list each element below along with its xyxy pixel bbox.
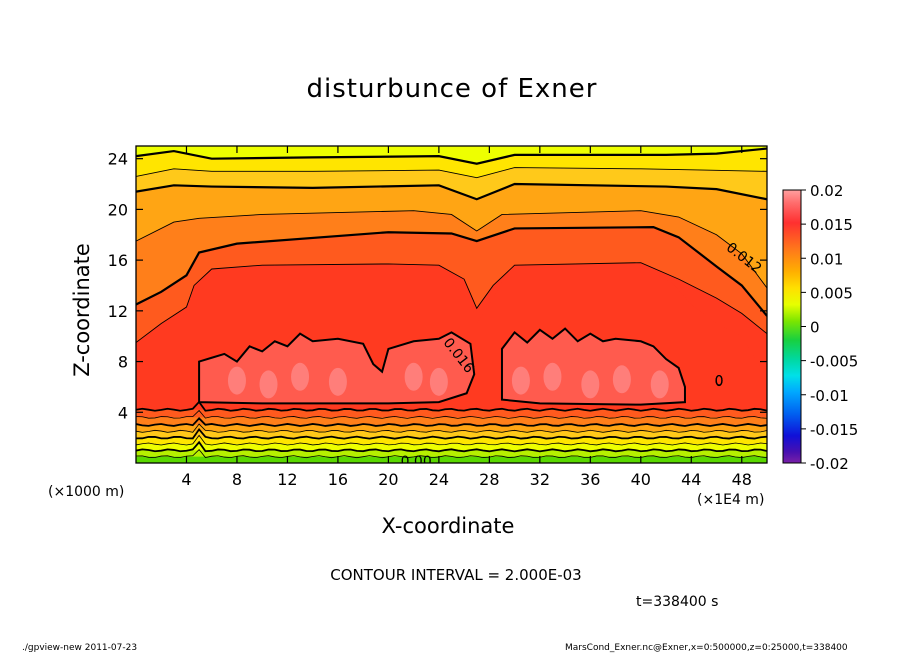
core-max-blob-5 — [429, 367, 448, 396]
plot-frame — [135, 145, 768, 464]
core-max-blob-9 — [612, 365, 631, 394]
chart-title: disturbunce of Exner — [306, 74, 598, 104]
x-tick-label-1: 8 — [232, 470, 242, 489]
band-low-7 — [136, 456, 767, 463]
core-max-blob-1 — [259, 370, 278, 399]
x-tick-label-9: 40 — [631, 470, 651, 489]
x-tick-label-3: 16 — [328, 470, 348, 489]
footer-right: MarsCond_Exner.nc@Exner,x=0:500000,z=0:2… — [565, 643, 848, 653]
contour-0014 — [136, 262, 767, 343]
contour-0016-b — [500, 327, 686, 406]
x-scale-label: (×1E4 m) — [697, 492, 765, 508]
colorbar-tick-label-3: 0.005 — [810, 284, 853, 302]
x-tick-label-4: 20 — [378, 470, 398, 489]
core-max-blob-4 — [404, 362, 423, 391]
contour-field — [136, 146, 767, 463]
colorbar-tick-label-6: -0.01 — [810, 387, 849, 405]
x-tick-label-6: 28 — [479, 470, 499, 489]
colorbar-ticks: 0.02 0.015 0.01 0.005 0 -0.005 -0.01 -0.015 -0.0… — [801, 182, 858, 473]
colorbar-tick-label-4: 0 — [810, 319, 820, 337]
contour-0006 — [136, 167, 767, 179]
y-tick-label-1: 8 — [118, 353, 128, 372]
y-tick-label-0: 4 — [118, 403, 128, 422]
x-tick-label-10: 44 — [681, 470, 701, 489]
contour-surface-7 — [136, 448, 767, 459]
contour-surface-3 — [136, 423, 767, 433]
colorbar-tick-label-0: 0.02 — [810, 182, 843, 200]
x-tick-label-7: 32 — [530, 470, 550, 489]
x-axis-label: X-coordinate — [381, 514, 515, 538]
x-tick-label-8: 36 — [580, 470, 600, 489]
contour-0008 — [136, 182, 767, 201]
contour-surface-5 — [136, 434, 767, 446]
y-tick-label-4: 20 — [108, 200, 128, 219]
y-tick-label-3: 16 — [108, 251, 128, 270]
contour-0004 — [136, 147, 767, 165]
footer-left: ./gpview-new 2011-07-23 — [22, 643, 138, 653]
y-tick-label-5: 24 — [108, 150, 128, 169]
colorbar-tick-label-5: -0.005 — [810, 353, 858, 371]
core-max-blob-2 — [291, 362, 310, 391]
y-axis-label: Z-coordinate — [70, 243, 94, 377]
contour-label-2: 0.00 — [401, 454, 432, 470]
contour-0016-a — [198, 331, 476, 405]
colorbar: 0.02 0.015 0.01 0.005 0 -0.005 -0.01 -0.015 -0.0… — [782, 182, 858, 473]
core-max-blob-3 — [328, 367, 347, 396]
x-axis-ticks: 4 8 12 16 20 24 28 32 36 40 44 48 — [181, 146, 752, 489]
contour-surface-4 — [136, 427, 767, 440]
x-tick-label-11: 48 — [732, 470, 752, 489]
y-axis-ticks: 4 8 12 16 20 24 — [108, 150, 767, 422]
colorbar-bar — [782, 189, 802, 464]
contour-surface-0 — [136, 400, 767, 412]
contour-small-loop — [715, 374, 723, 387]
x-tick-label-5: 24 — [429, 470, 449, 489]
core-max-blob-6 — [511, 366, 530, 395]
contour-0010 — [136, 210, 767, 289]
contour-surface-1 — [136, 409, 767, 419]
y-tick-label-2: 12 — [108, 302, 128, 321]
x-tick-label-0: 4 — [181, 470, 191, 489]
core-max-blob-8 — [581, 370, 600, 399]
colorbar-tick-label-8: -0.02 — [810, 455, 849, 473]
colorbar-tick-label-1: 0.015 — [810, 216, 853, 234]
contour-0012 — [136, 226, 767, 317]
contour-interval-text: CONTOUR INTERVAL = 2.000E-03 — [330, 566, 582, 584]
x-unit-label: (×1000 m) — [48, 484, 125, 500]
contour-surface-2 — [136, 417, 767, 427]
contour-surface-6 — [136, 440, 767, 453]
core-max-blob-7 — [543, 362, 562, 391]
x-tick-label-2: 12 — [277, 470, 297, 489]
colorbar-tick-label-2: 0.01 — [810, 250, 843, 268]
core-max-blob-0 — [227, 366, 246, 395]
contour-label-3: 0 — [715, 374, 724, 390]
colorbar-tick-label-7: -0.015 — [810, 421, 858, 439]
core-max-blob-10 — [650, 370, 669, 399]
time-label: t=338400 s — [636, 594, 719, 610]
